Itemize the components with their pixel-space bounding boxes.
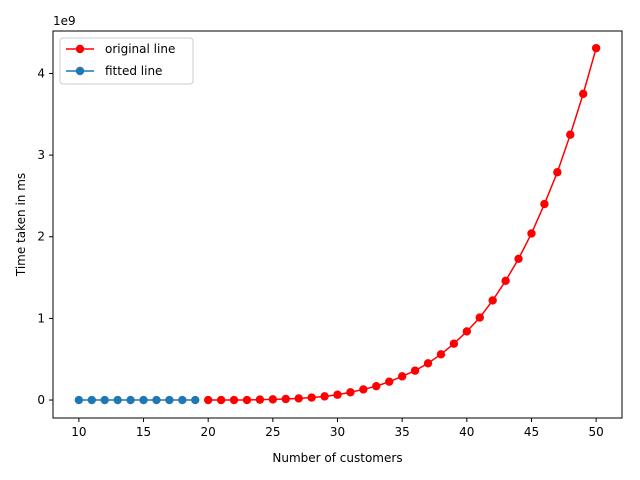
data-point — [385, 377, 394, 386]
data-point — [165, 395, 174, 405]
x-tick-label: 50 — [588, 425, 603, 439]
y-tick-label: 4 — [37, 66, 45, 80]
legend-swatch-marker — [75, 44, 85, 54]
data-point — [591, 43, 601, 53]
y-tick-label: 3 — [37, 148, 45, 162]
x-tick-label: 15 — [136, 425, 151, 439]
data-point — [540, 199, 549, 209]
data-point — [501, 276, 510, 286]
data-point — [255, 395, 265, 404]
data-point — [281, 394, 290, 404]
x-axis-label: Number of customers — [272, 451, 402, 465]
y-tick-label: 2 — [37, 230, 45, 244]
data-point — [74, 395, 84, 405]
legend-swatch-marker — [75, 66, 85, 76]
data-point — [113, 395, 122, 405]
x-tick-label: 20 — [201, 425, 216, 439]
x-tick-label: 40 — [459, 425, 474, 439]
data-point — [410, 366, 420, 375]
data-point — [178, 395, 187, 405]
data-point — [372, 381, 381, 391]
data-point — [423, 359, 433, 368]
x-tick-label: 35 — [395, 425, 410, 439]
data-point — [514, 254, 523, 263]
data-point — [203, 395, 213, 405]
y-axis-label: Time taken in ms — [14, 173, 28, 277]
data-point — [436, 350, 446, 359]
x-tick-label: 25 — [265, 425, 280, 439]
x-tick-label: 30 — [330, 425, 345, 439]
data-point — [242, 395, 252, 405]
legend-entry-label: original line — [105, 42, 175, 56]
data-point — [216, 395, 226, 405]
data-point — [139, 395, 148, 405]
data-point — [462, 327, 472, 336]
y-tick-label: 0 — [37, 393, 45, 407]
data-point — [268, 395, 278, 404]
data-point — [229, 395, 239, 405]
data-point — [346, 388, 355, 397]
data-point — [488, 296, 497, 305]
data-point — [307, 393, 316, 402]
data-point — [553, 168, 562, 177]
x-axis: 10 15 20 25 30 35 40 45 50 — [71, 418, 604, 439]
data-point — [579, 89, 588, 99]
y-tick-label: 1 — [37, 311, 45, 325]
plot-area — [74, 43, 601, 405]
data-point — [191, 395, 200, 405]
data-point — [100, 395, 109, 405]
y-scale-multiplier: 1e9 — [53, 14, 76, 28]
x-tick-label: 45 — [524, 425, 539, 439]
data-point — [152, 395, 161, 405]
data-point — [359, 385, 368, 394]
x-tick-label: 10 — [71, 425, 86, 439]
data-point — [566, 130, 575, 139]
legend-entry-label: fitted line — [105, 64, 162, 78]
data-point — [87, 395, 96, 405]
data-point — [527, 229, 536, 238]
data-point — [294, 394, 303, 403]
data-point — [333, 390, 342, 399]
data-point — [397, 372, 407, 381]
y-axis: 0 1 2 3 4 — [37, 66, 53, 407]
data-point — [475, 313, 484, 322]
data-point — [320, 392, 329, 401]
data-point — [449, 339, 459, 348]
data-point — [126, 395, 135, 405]
legend: original line fitted line — [59, 37, 194, 85]
